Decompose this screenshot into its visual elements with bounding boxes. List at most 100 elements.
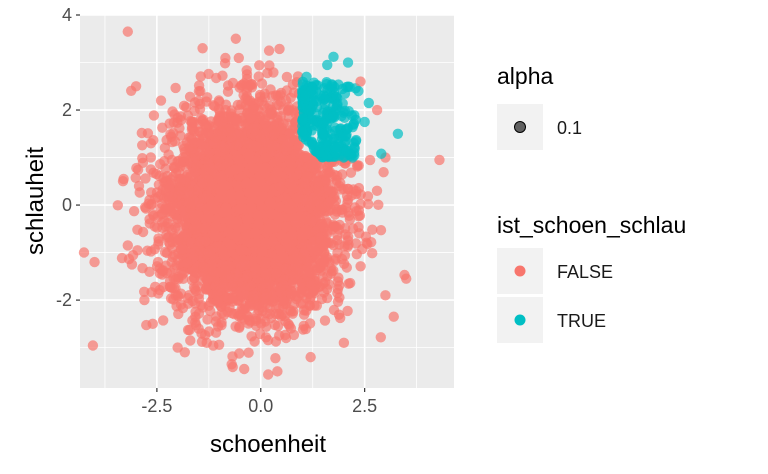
point-false <box>202 92 213 103</box>
point-false <box>272 320 284 332</box>
point-false <box>375 225 387 236</box>
point-false <box>182 324 194 336</box>
point-false <box>162 232 173 243</box>
point-false <box>148 110 160 121</box>
point-false <box>195 71 206 82</box>
point-false <box>253 96 264 108</box>
point-false <box>190 166 201 178</box>
point-false <box>224 302 235 313</box>
point-false <box>175 244 187 255</box>
point-false <box>132 245 143 256</box>
point-false <box>339 250 351 261</box>
point-false <box>192 281 203 292</box>
point-false <box>364 154 376 166</box>
point-false <box>270 353 281 364</box>
points-layer <box>78 26 445 380</box>
point-false <box>166 174 177 185</box>
point-false <box>170 82 181 94</box>
point-false <box>239 363 250 375</box>
point-false <box>281 85 292 96</box>
point-false <box>139 286 150 297</box>
point-false <box>332 284 344 295</box>
point-false <box>194 98 206 110</box>
point-false <box>344 214 356 225</box>
point-false <box>351 206 362 217</box>
point-false <box>256 78 268 89</box>
point-false <box>164 281 176 292</box>
point-false <box>345 167 357 178</box>
point-false <box>112 200 124 211</box>
point-false <box>137 226 149 238</box>
point-false <box>293 139 305 151</box>
point-false <box>136 127 147 139</box>
point-false <box>159 142 171 153</box>
point-false <box>264 60 275 71</box>
point-false <box>319 315 331 326</box>
point-false <box>271 99 282 110</box>
point-false <box>128 206 140 217</box>
point-false <box>244 95 256 106</box>
point-false <box>137 157 149 168</box>
point-false <box>87 340 99 351</box>
point-false <box>281 71 293 83</box>
point-false <box>216 317 227 328</box>
point-false <box>342 305 353 317</box>
point-false <box>338 258 350 269</box>
point-false <box>241 65 252 76</box>
point-false <box>197 302 208 313</box>
point-false <box>373 199 384 210</box>
point-false <box>172 222 184 233</box>
point-false <box>363 199 374 210</box>
point-false <box>213 339 225 350</box>
point-false <box>201 273 212 284</box>
point-false <box>167 106 178 117</box>
point-false <box>216 301 227 312</box>
point-false <box>185 335 196 346</box>
point-false <box>334 292 345 303</box>
point-false <box>153 236 164 247</box>
point-false <box>145 246 157 257</box>
point-false <box>182 292 193 304</box>
point-false <box>164 118 175 129</box>
point-false <box>263 369 274 380</box>
point-false <box>134 187 145 198</box>
point-false <box>158 315 169 326</box>
point-false <box>220 52 231 64</box>
point-false <box>267 91 278 102</box>
point-false <box>150 281 161 292</box>
point-false <box>203 68 214 80</box>
point-false <box>222 86 234 97</box>
point-false <box>145 164 156 175</box>
point-false <box>371 185 383 196</box>
point-false <box>262 103 273 114</box>
point-false <box>274 330 285 341</box>
point-false <box>316 293 328 305</box>
point-false <box>174 123 185 134</box>
point-false <box>323 279 335 290</box>
point-false <box>355 261 366 272</box>
point-false <box>322 270 333 282</box>
point-false <box>278 118 289 129</box>
point-false <box>316 258 327 269</box>
point-false <box>340 223 351 234</box>
point-false <box>280 263 291 274</box>
point-false <box>144 214 155 225</box>
point-false <box>213 95 225 106</box>
point-false <box>130 172 141 183</box>
point-false <box>137 263 148 274</box>
point-false <box>243 347 254 358</box>
point-false <box>199 118 210 130</box>
point-false <box>193 86 205 97</box>
point-false <box>184 91 196 103</box>
point-false <box>233 52 244 64</box>
point-false <box>210 327 222 338</box>
point-false <box>329 255 341 266</box>
point-false <box>241 86 252 97</box>
point-false <box>159 246 171 258</box>
point-false <box>175 299 187 310</box>
point-false <box>254 60 265 71</box>
point-false <box>340 202 352 213</box>
point-false <box>159 156 170 167</box>
point-false <box>354 228 365 239</box>
